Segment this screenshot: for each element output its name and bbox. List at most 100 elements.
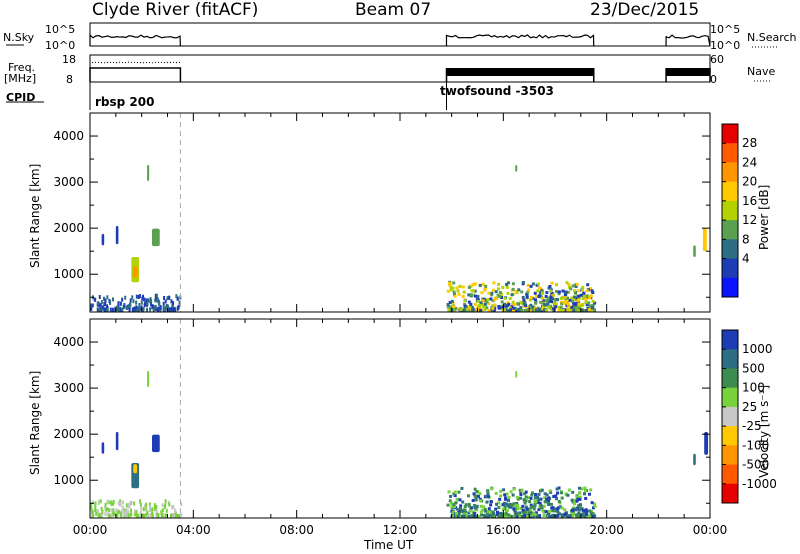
scatter-pixel bbox=[446, 305, 450, 309]
scatter-pixel bbox=[582, 492, 586, 496]
scatter-pixel bbox=[457, 292, 461, 296]
scatter-pixel bbox=[494, 507, 498, 511]
scatter-pixel bbox=[156, 513, 159, 518]
scatter-pixel bbox=[467, 494, 471, 498]
scatter-pixel bbox=[125, 503, 128, 508]
scatter-pixel bbox=[106, 499, 109, 504]
scatter-pixel bbox=[523, 308, 527, 312]
scatter-pixel bbox=[533, 291, 537, 295]
scatter-pixel bbox=[493, 307, 497, 311]
scatter-pixel bbox=[561, 308, 565, 312]
scatter-pixel bbox=[581, 285, 585, 289]
scatter-pixel bbox=[143, 297, 146, 302]
scatter-pixel bbox=[117, 501, 120, 506]
scatter-pixel bbox=[526, 495, 530, 499]
colorbar-segment bbox=[722, 277, 738, 298]
xtick-label: 00:00 bbox=[73, 523, 108, 537]
scatter-pixel bbox=[138, 302, 141, 307]
scatter-pixel bbox=[499, 514, 503, 518]
scatter-pixel bbox=[528, 512, 532, 516]
scatter-pixel bbox=[160, 513, 163, 518]
nsearch-tick-top: 10^5 bbox=[710, 23, 741, 36]
scatter-pixel bbox=[484, 284, 488, 288]
scatter-pixel bbox=[556, 509, 560, 513]
scatter-pixel bbox=[163, 307, 166, 312]
scatter-pixel bbox=[523, 499, 527, 503]
scatter-pixel bbox=[517, 288, 521, 292]
scatter-pixel bbox=[503, 505, 507, 509]
scatter-pixel bbox=[526, 290, 530, 294]
xtick-label: 04:00 bbox=[176, 523, 211, 537]
scatter-pixel bbox=[111, 307, 114, 312]
scatter-pixel bbox=[142, 513, 145, 518]
scatter-pixel bbox=[569, 287, 573, 291]
scatter-pixel bbox=[119, 499, 122, 504]
scatter-pixel bbox=[468, 305, 472, 309]
scatter-pixel bbox=[479, 301, 483, 305]
scatter-pixel bbox=[499, 292, 503, 296]
scatter-pixel bbox=[579, 293, 583, 297]
scatter-pixel bbox=[98, 513, 101, 518]
scatter-pixel bbox=[177, 304, 180, 309]
scatter-pixel bbox=[450, 505, 454, 509]
scatter-pixel bbox=[455, 511, 459, 515]
scatter-pixel bbox=[501, 285, 505, 289]
scatter-pixel bbox=[547, 510, 551, 514]
scatter-pixel bbox=[448, 301, 452, 305]
scatter-pixel bbox=[504, 510, 508, 514]
freq-panel bbox=[89, 54, 711, 83]
scatter-pixel bbox=[473, 294, 477, 298]
scatter-pixel bbox=[555, 497, 559, 501]
scatter-pixel bbox=[470, 514, 474, 518]
scatter-pixel bbox=[572, 295, 576, 299]
scatter-pixel bbox=[582, 291, 586, 295]
scatter-pixel bbox=[492, 512, 496, 516]
scatter-pixel bbox=[127, 503, 130, 508]
scatter-pixel bbox=[515, 309, 519, 312]
scatter-pixel bbox=[117, 303, 120, 308]
scatter-pixel bbox=[531, 305, 535, 309]
scatter-pixel bbox=[164, 299, 167, 304]
scatter-pixel bbox=[537, 514, 541, 518]
scatter-pixel bbox=[479, 308, 483, 312]
scatter-pixel bbox=[98, 307, 101, 312]
scatter-pixel bbox=[530, 511, 534, 515]
scatter-pixel bbox=[575, 499, 579, 503]
scatter-pixel bbox=[175, 513, 178, 518]
scatter-pixel bbox=[592, 502, 596, 506]
colorbar-segment bbox=[722, 483, 738, 504]
scatter-pixel bbox=[151, 304, 154, 309]
scatter-pixel bbox=[155, 513, 158, 518]
scatter-pixel bbox=[530, 493, 534, 497]
scatter-pixel bbox=[511, 287, 515, 291]
scatter-pixel bbox=[110, 502, 113, 507]
scatter-pixel bbox=[536, 495, 540, 499]
scatter-pixel bbox=[482, 297, 486, 301]
scatter-pixel bbox=[591, 514, 595, 518]
scatter-pixel bbox=[97, 510, 100, 515]
scatter-pixel bbox=[512, 306, 516, 310]
cpid-mode-1: rbsp 200 bbox=[95, 95, 155, 109]
scatter-pixel bbox=[567, 305, 571, 309]
scatter-pixel bbox=[591, 299, 595, 303]
scatter-pixel bbox=[509, 504, 513, 508]
scatter-pixel bbox=[483, 307, 487, 311]
scatter-pixel bbox=[104, 511, 107, 516]
scatter-pixel bbox=[512, 514, 516, 518]
scatter-pixel bbox=[113, 511, 116, 516]
scatter-pixel bbox=[552, 495, 556, 499]
scatter-pixel bbox=[97, 301, 100, 306]
scatter-pixel bbox=[471, 499, 475, 503]
scatter-pixel bbox=[457, 511, 461, 515]
scatter-pixel bbox=[529, 513, 533, 517]
scatter-pixel bbox=[134, 509, 137, 514]
scatter-pixel bbox=[172, 301, 175, 306]
scatter-pixel bbox=[155, 505, 158, 510]
scatter-pixel bbox=[473, 282, 477, 286]
scatter-pixel bbox=[576, 289, 580, 293]
colorbar-tick-label: 4 bbox=[742, 252, 750, 266]
scatter-pixel bbox=[584, 308, 588, 312]
scatter-pixel bbox=[583, 486, 587, 490]
scatter-pixel bbox=[448, 499, 452, 503]
scatter-pixel bbox=[583, 514, 587, 518]
